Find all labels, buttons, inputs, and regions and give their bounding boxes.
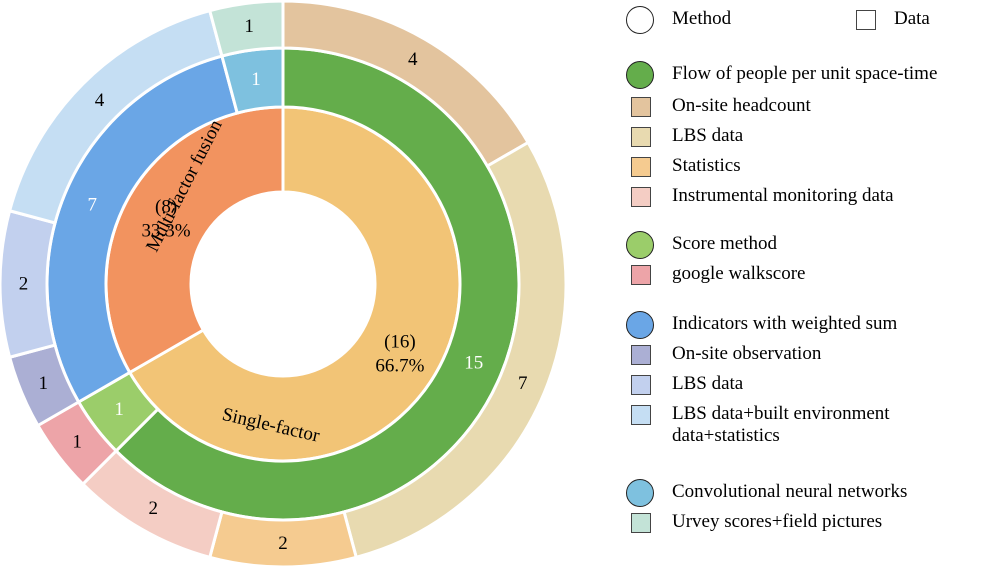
outer-slice-8 [207, 0, 285, 58]
data-swatch-icon [631, 265, 651, 285]
legend-method-label: Method [672, 8, 732, 29]
legend-item-label: google walkscore [672, 263, 806, 284]
legend-item-label: LBS data [672, 373, 744, 394]
legend-item-label: Indicators with weighted sum [672, 313, 898, 334]
legend-item-label: LBS data [672, 125, 744, 146]
method-circle-icon [626, 6, 654, 34]
legend-item-label: Flow of people per unit space-time [672, 63, 938, 84]
data-swatch-icon [631, 187, 651, 207]
legend-item-label: Urvey scores+field pictures [672, 511, 883, 532]
method-swatch-icon [626, 61, 654, 89]
outer-value-label-3: 2 [149, 498, 159, 519]
middle-value-label-2: 7 [87, 194, 97, 215]
legend-item-label: Instrumental monitoring data [672, 185, 894, 206]
outer-value-label-5: 1 [39, 373, 49, 394]
data-swatch-icon [631, 375, 651, 395]
method-swatch-icon [626, 231, 654, 259]
outer-value-label-7: 4 [95, 90, 105, 111]
outer-value-label-2: 2 [278, 533, 288, 554]
data-square-icon [856, 10, 876, 30]
middle-value-label-3: 1 [251, 69, 261, 90]
inner-percent-label-1: 33.3% [142, 221, 191, 242]
outer-ring [0, 0, 568, 569]
outer-value-label-6: 2 [19, 274, 29, 295]
data-swatch-icon [631, 127, 651, 147]
legend-item-label: Statistics [672, 155, 741, 176]
middle-value-label-0: 15 [464, 353, 483, 374]
middle-value-label-1: 1 [114, 399, 124, 420]
legend-item-label: Score method [672, 233, 778, 254]
nested-donut-chart: (16)66.7%Single-factor(8)33.3%Multi-fact… [0, 0, 568, 569]
data-swatch-icon [631, 345, 651, 365]
inner-count-label-1: (8) [155, 197, 177, 218]
legend: Method Data Flow of people per unit spac… [622, 0, 1000, 570]
legend-item-label: On-site headcount [672, 95, 811, 116]
inner-ring [104, 105, 462, 463]
method-swatch-icon [626, 479, 654, 507]
legend-item-label: On-site observation [672, 343, 822, 364]
data-swatch-icon [631, 157, 651, 177]
method-swatch-icon [626, 311, 654, 339]
data-swatch-icon [631, 405, 651, 425]
legend-item-label: Convolutional neural networks [672, 481, 908, 502]
data-swatch-icon [631, 97, 651, 117]
legend-data-label: Data [894, 8, 930, 29]
outer-value-label-1: 7 [518, 373, 528, 394]
inner-count-label-0: (16) [384, 332, 416, 353]
outer-value-label-8: 1 [244, 16, 254, 37]
outer-value-label-0: 4 [408, 49, 418, 70]
inner-percent-label-0: 66.7% [375, 356, 424, 377]
legend-item-label: LBS data+built environment data+statisti… [672, 403, 890, 446]
data-swatch-icon [631, 513, 651, 533]
outer-value-label-4: 1 [72, 431, 82, 452]
